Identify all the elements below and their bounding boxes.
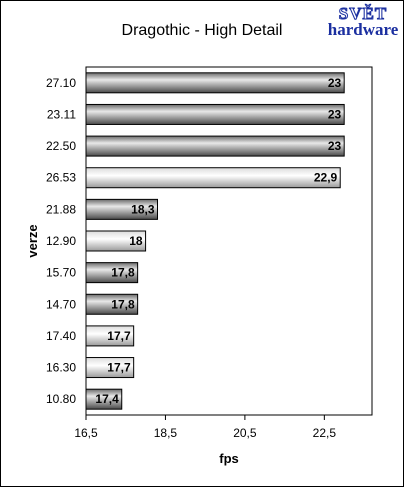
x-tick-label: 22,5 [313,426,337,440]
bar [85,167,341,189]
bar [85,262,139,284]
y-tick-label: 12.90 [46,234,76,248]
bar-value-label: 18 [129,234,143,248]
x-tick-label: 18,5 [154,426,178,440]
bar-value-label: 17,8 [111,297,135,311]
bar [85,357,135,379]
bar-value-label: 18,3 [131,202,155,216]
bar [85,293,139,315]
bar [85,230,147,252]
logo-line-1: SVĚT [338,4,388,23]
bar [85,325,135,347]
logo-line-2: hardware [327,20,399,39]
bar-value-label: 23 [328,107,342,121]
y-tick-label: 22.50 [46,139,76,153]
bar-value-label: 17,4 [95,392,119,406]
bar [85,103,345,125]
x-axis-label: fps [219,451,239,466]
bar-value-label: 17,7 [107,329,131,343]
bar-value-label: 23 [328,139,342,153]
bar [85,72,345,94]
y-tick-label: 17.40 [46,329,76,343]
chart-title: Dragothic - High Detail [121,22,283,39]
bar [85,198,158,220]
y-tick-label: 15.70 [46,266,76,280]
y-tick-label: 23.11 [47,107,76,121]
y-tick-label: 26.53 [46,171,76,185]
y-tick-label: 16.30 [46,361,76,375]
x-tick-label: 20,5 [233,426,257,440]
bar-value-label: 23 [328,76,342,90]
svet-hardware-logo: SVĚT hardware [326,5,400,45]
bar-value-label: 17,7 [107,361,131,375]
bar [85,135,345,157]
y-tick-label: 10.80 [46,392,76,406]
y-tick-label: 14.70 [46,297,76,311]
y-axis-label: verze [25,224,40,257]
x-tick-label: 16,5 [74,426,98,440]
y-tick-label: 27.10 [46,76,76,90]
bar-value-label: 17,8 [111,266,135,280]
y-tick-label: 21.88 [46,202,76,216]
bar [85,388,123,410]
bar-value-label: 22,9 [314,171,338,185]
